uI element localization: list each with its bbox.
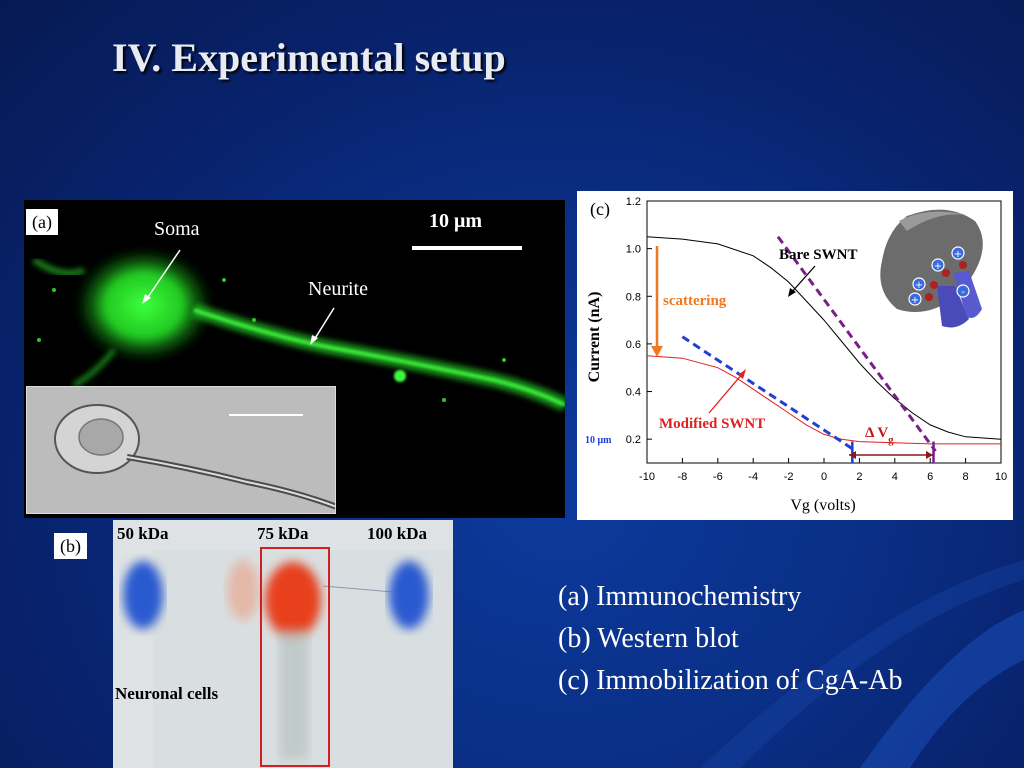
modified-fit-line	[681, 335, 854, 450]
x-tick-label: -6	[713, 471, 723, 483]
x-tick-label: -8	[678, 471, 688, 483]
svg-text:+: +	[954, 249, 962, 260]
svg-text:+: +	[911, 295, 919, 306]
x-tick-label: -4	[748, 471, 758, 483]
neuronal-cells-label: Neuronal cells	[115, 684, 219, 703]
y-tick-label: 0.4	[626, 387, 641, 399]
slide-title: IV. Experimental setup	[112, 35, 506, 80]
svg-text:+: +	[934, 261, 942, 272]
y-axis-label: Current (nA)	[586, 292, 603, 383]
svg-text:-: -	[961, 287, 965, 298]
scattering-label: scattering	[663, 293, 727, 309]
neurite-label: Neurite	[308, 278, 368, 300]
soma-label: Soma	[154, 218, 200, 240]
x-axis-label: Vg (volts)	[790, 497, 855, 514]
western-blot-panel: 50 kDa 75 kDa 100 kDa Neuronal cells	[113, 520, 453, 768]
scale-bar	[412, 246, 522, 250]
panel-a-label: (a)	[26, 209, 58, 235]
x-tick-label: 6	[927, 471, 933, 483]
y-tick-label: 1.0	[626, 244, 641, 256]
marker-50-label: 50 kDa	[117, 524, 169, 543]
bare-fit-line	[776, 235, 937, 452]
small-scale-label: 10 μm	[585, 435, 612, 446]
immunochemistry-panel: (a) Soma Neurite 10 μm	[24, 200, 565, 518]
panel-b-label: (b)	[54, 533, 87, 559]
highlight-box	[260, 547, 330, 767]
x-tick-label: 2	[856, 471, 862, 483]
marker-75-label: 75 kDa	[257, 524, 309, 543]
x-tick-label: 8	[963, 471, 969, 483]
current-gate-chart: -10 -8 -6 -4 -2 0 2 4 6 8 10 0.2 0.4 0.6 0.8 1.0 1.2 Cur…	[585, 196, 1007, 514]
svg-text:+: +	[915, 280, 923, 291]
y-tick-label: 0.8	[626, 291, 641, 303]
caption-line-b: (b) Western blot	[558, 623, 739, 654]
bare-swnt-label: Bare SWNT	[779, 247, 857, 263]
blot-image	[113, 520, 453, 768]
brightfield-inset	[26, 386, 336, 514]
current-gate-chart-panel: -10 -8 -6 -4 -2 0 2 4 6 8 10 0.2 0.4 0.6 0.8 1.0 1.2 Cur…	[577, 191, 1013, 520]
neurite-arrow	[313, 307, 335, 341]
x-tick-label: -2	[784, 471, 794, 483]
fluorescence-image	[32, 246, 565, 412]
y-tick-label: 0.2	[626, 434, 641, 446]
y-tick-label: 1.2	[626, 196, 641, 208]
marker-100-label: 100 kDa	[367, 524, 427, 543]
caption-line-a: (a) Immunochemistry	[558, 581, 802, 612]
modified-swnt-curve	[646, 355, 1001, 445]
soma-arrow	[145, 249, 181, 301]
caption: (a) Immunochemistry (b) Western blot (c)…	[558, 576, 902, 702]
caption-line-c: (c) Immobilization of CgA-Ab	[558, 665, 903, 696]
bare-swnt-curve	[646, 236, 1002, 440]
x-tick-label: 10	[995, 471, 1007, 483]
delta-vg-label: Δ Vg	[865, 425, 894, 446]
x-tick-label: 0	[821, 471, 827, 483]
x-tick-label: 4	[892, 471, 898, 483]
nanotube-antibody-illustration: + + + + -	[880, 209, 983, 328]
modified-swnt-label: Modified SWNT	[659, 416, 765, 432]
x-tick-label: -10	[639, 471, 655, 483]
panel-c-label: (c)	[584, 196, 616, 222]
y-tick-label: 0.6	[626, 339, 641, 351]
scale-label: 10 μm	[429, 210, 482, 232]
